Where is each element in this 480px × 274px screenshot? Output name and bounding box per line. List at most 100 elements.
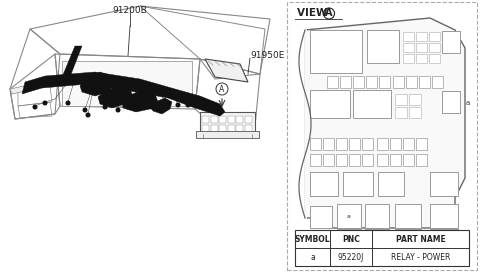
- Text: A: A: [219, 84, 225, 93]
- Bar: [429, 54, 440, 63]
- Bar: [202, 124, 209, 132]
- Polygon shape: [10, 79, 57, 94]
- Polygon shape: [205, 59, 248, 82]
- Bar: [378, 172, 404, 196]
- Bar: [295, 230, 469, 266]
- Circle shape: [103, 105, 107, 109]
- Bar: [310, 138, 321, 150]
- Bar: [395, 94, 407, 105]
- Polygon shape: [98, 86, 133, 108]
- Bar: [336, 154, 347, 166]
- Bar: [416, 154, 427, 166]
- Bar: [429, 43, 440, 52]
- Bar: [327, 76, 338, 88]
- Polygon shape: [122, 90, 158, 112]
- Bar: [228, 124, 235, 132]
- Circle shape: [86, 113, 90, 117]
- Text: RELAY - POWER: RELAY - POWER: [391, 253, 450, 261]
- Bar: [406, 76, 417, 88]
- Bar: [340, 76, 351, 88]
- Bar: [432, 76, 443, 88]
- Text: A: A: [325, 8, 333, 19]
- Bar: [416, 54, 427, 63]
- Bar: [62, 61, 192, 106]
- Bar: [202, 116, 209, 123]
- Polygon shape: [192, 99, 222, 116]
- Bar: [390, 154, 401, 166]
- Bar: [343, 172, 373, 196]
- Text: PART NAME: PART NAME: [396, 235, 445, 244]
- Bar: [419, 76, 430, 88]
- Bar: [323, 154, 334, 166]
- Bar: [362, 138, 373, 150]
- Bar: [403, 154, 414, 166]
- Circle shape: [116, 108, 120, 112]
- Bar: [393, 76, 404, 88]
- Bar: [310, 172, 338, 196]
- Bar: [244, 124, 252, 132]
- Bar: [442, 31, 460, 53]
- Bar: [395, 204, 421, 228]
- Circle shape: [83, 108, 87, 112]
- Circle shape: [66, 101, 70, 105]
- Bar: [337, 229, 361, 253]
- Bar: [429, 32, 440, 41]
- Bar: [365, 229, 389, 253]
- Bar: [430, 229, 458, 253]
- Bar: [403, 32, 414, 41]
- Bar: [416, 43, 427, 52]
- Bar: [416, 32, 427, 41]
- Bar: [377, 138, 388, 150]
- Polygon shape: [305, 18, 465, 228]
- Text: a: a: [310, 253, 315, 261]
- Bar: [403, 43, 414, 52]
- Bar: [310, 30, 362, 73]
- Circle shape: [176, 103, 180, 107]
- Polygon shape: [80, 72, 115, 96]
- Bar: [390, 138, 401, 150]
- Bar: [442, 91, 460, 113]
- Bar: [228, 116, 235, 123]
- Bar: [310, 90, 350, 118]
- Bar: [430, 172, 458, 196]
- Bar: [323, 138, 334, 150]
- Bar: [377, 154, 388, 166]
- Bar: [337, 204, 361, 228]
- Text: a: a: [466, 100, 470, 106]
- Bar: [336, 138, 347, 150]
- Bar: [430, 204, 458, 228]
- Bar: [395, 107, 407, 118]
- Bar: [244, 116, 252, 123]
- Bar: [403, 54, 414, 63]
- Bar: [353, 76, 364, 88]
- Polygon shape: [150, 98, 172, 114]
- Circle shape: [163, 105, 167, 109]
- Bar: [196, 131, 259, 138]
- Bar: [211, 116, 217, 123]
- Bar: [200, 112, 255, 134]
- Circle shape: [186, 103, 190, 107]
- Bar: [310, 231, 332, 253]
- Bar: [287, 2, 477, 270]
- Circle shape: [33, 105, 37, 109]
- Bar: [403, 138, 414, 150]
- Text: 91950E: 91950E: [250, 52, 284, 61]
- Bar: [416, 138, 427, 150]
- Bar: [353, 90, 391, 118]
- Bar: [409, 107, 421, 118]
- Text: 91200B: 91200B: [113, 6, 147, 15]
- Bar: [219, 116, 226, 123]
- Bar: [366, 76, 377, 88]
- Bar: [365, 204, 389, 228]
- Text: a: a: [347, 213, 351, 218]
- Bar: [236, 124, 243, 132]
- Bar: [379, 76, 390, 88]
- Polygon shape: [22, 72, 225, 116]
- Bar: [409, 94, 421, 105]
- Bar: [236, 116, 243, 123]
- Circle shape: [126, 105, 130, 109]
- Text: PNC: PNC: [342, 235, 360, 244]
- Bar: [211, 124, 217, 132]
- Bar: [395, 229, 421, 253]
- Bar: [362, 154, 373, 166]
